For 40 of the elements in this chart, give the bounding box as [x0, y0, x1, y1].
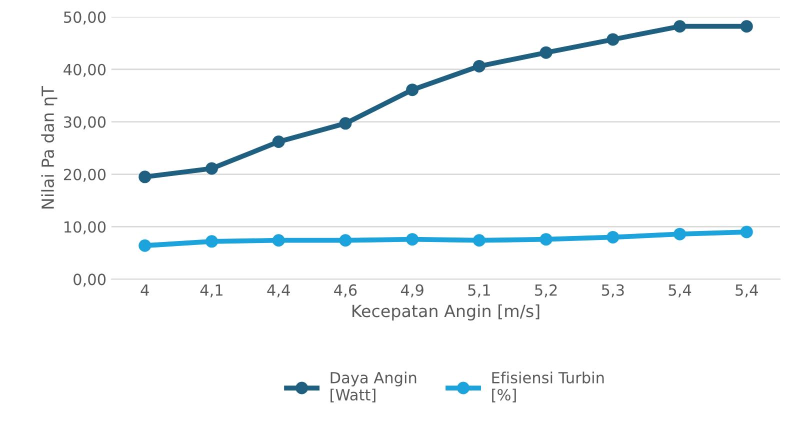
legend-label: Efisiensi Turbin [%] — [492, 372, 604, 402]
point — [339, 117, 352, 130]
point — [540, 46, 552, 59]
x-tick-label: 4,9 — [400, 284, 424, 298]
point — [339, 234, 352, 247]
point — [740, 226, 753, 238]
point — [272, 234, 285, 247]
x-tick-label: 5,4 — [736, 284, 758, 298]
point — [138, 239, 152, 252]
y-tick-label: 0,00 — [74, 274, 106, 287]
point — [740, 20, 753, 33]
y-tick-label: 30,00 — [64, 116, 106, 130]
y-axis-title: Nilai Pa dan ηT — [41, 86, 58, 208]
y-tick-label: 20,00 — [64, 168, 106, 182]
point — [674, 20, 686, 33]
x-tick-label: 5,1 — [468, 284, 490, 298]
point — [606, 33, 620, 46]
x-tick-label: 4 — [140, 284, 149, 296]
point — [205, 235, 218, 248]
point — [406, 84, 419, 96]
y-tick-label: 40,00 — [64, 64, 106, 77]
point — [674, 228, 686, 240]
point — [472, 60, 486, 72]
legend-label: Daya Angin [Watt] — [330, 372, 416, 402]
x-tick-label: 4,4 — [267, 284, 290, 298]
y-tick-label: 10,00 — [64, 221, 106, 234]
x-tick-label: 5,3 — [602, 284, 624, 298]
point — [138, 170, 152, 184]
point — [272, 136, 285, 148]
point — [606, 230, 620, 244]
x-tick-label: 5,4 — [668, 284, 692, 298]
point — [406, 233, 419, 246]
x-tick-label: 4,1 — [200, 284, 222, 298]
point — [472, 234, 486, 247]
point — [205, 162, 218, 175]
point — [540, 233, 552, 246]
x-tick-label: 4,6 — [334, 284, 357, 298]
x-tick-label: 5,2 — [535, 284, 557, 298]
x-axis-title: Kecepatan Angin [m/s] — [352, 304, 540, 321]
y-tick-label: 50,00 — [64, 11, 106, 24]
